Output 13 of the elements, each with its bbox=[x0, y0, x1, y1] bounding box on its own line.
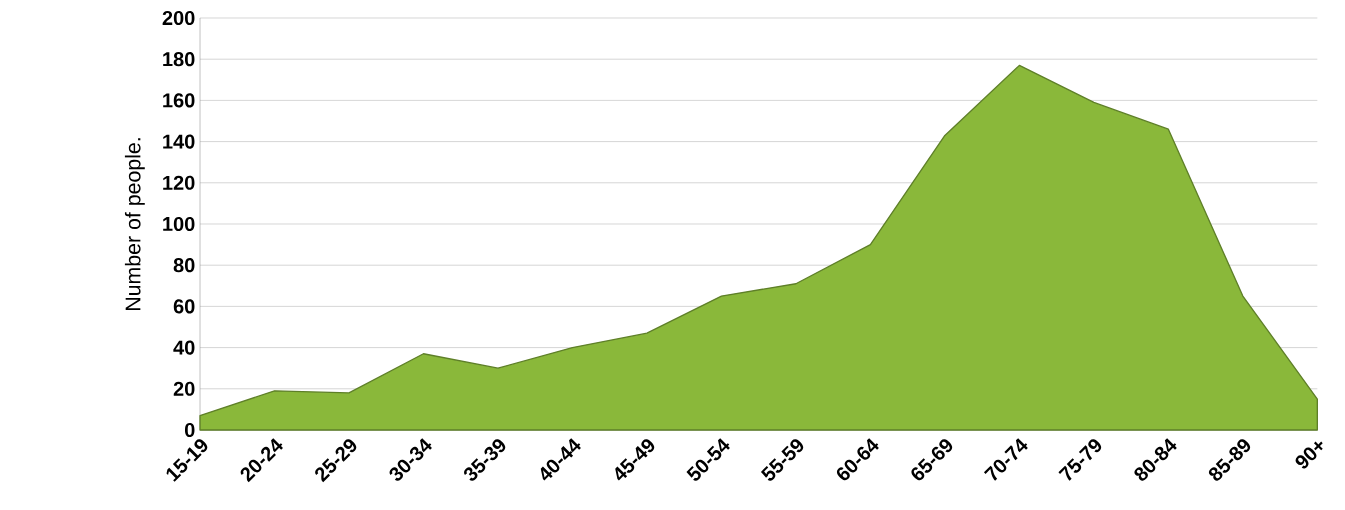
y-tick-label: 40 bbox=[173, 340, 195, 355]
y-axis-title: Number of people. bbox=[124, 138, 145, 310]
y-tick-label: 100 bbox=[163, 216, 195, 232]
y-tick-label: 80 bbox=[173, 258, 195, 273]
y-tick-label: 120 bbox=[163, 175, 195, 190]
y-tick-label: 20 bbox=[173, 381, 195, 396]
y-tick-label: 60 bbox=[173, 299, 195, 314]
y-tick-label: 200 bbox=[162, 10, 195, 26]
y-tick-label: 140 bbox=[163, 134, 195, 149]
x-tick-label: 90+ bbox=[1295, 441, 1323, 469]
y-tick-label: 160 bbox=[163, 93, 195, 108]
y-tick-label: 180 bbox=[163, 52, 195, 67]
y-tick-label: 0 bbox=[184, 422, 195, 438]
